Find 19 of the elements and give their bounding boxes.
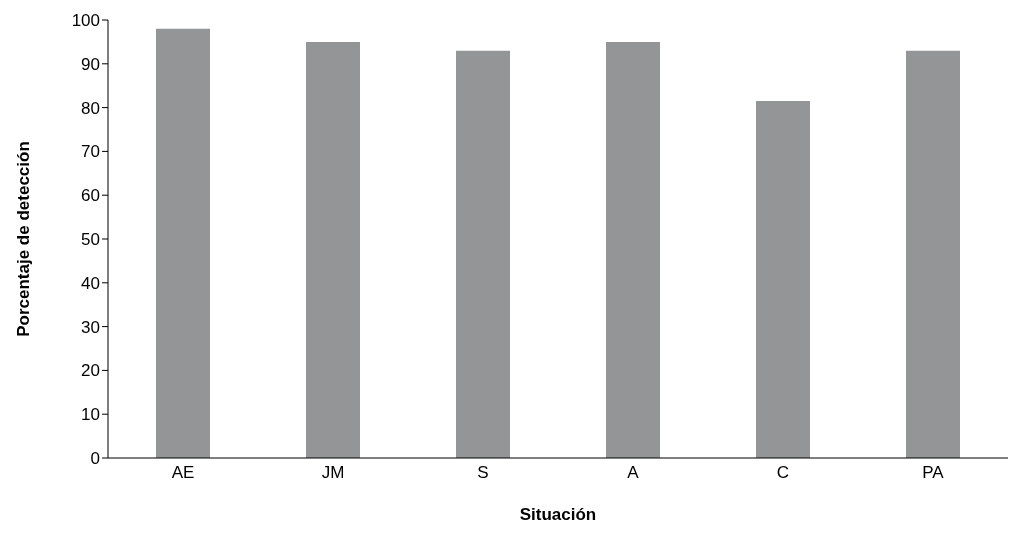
y-tick-label: 0 [90,449,100,469]
y-tick-label: 90 [81,54,100,74]
y-tick-label: 10 [81,405,100,425]
x-tick-label: A [627,463,640,483]
x-tick-label: S [477,463,489,483]
y-tick-label: 70 [81,142,100,162]
y-tick-label: 20 [81,361,100,381]
y-tick-label: 100 [71,11,100,31]
x-axis-title: Situación [519,505,597,524]
y-tick-label: 30 [81,317,100,337]
y-axis-title: Porcentaje de detección [14,141,34,337]
y-tick-label: 40 [81,273,100,293]
y-tick-label: 80 [81,98,100,118]
x-tick-label: PA [922,463,945,483]
x-tick-label: C [776,463,790,483]
y-tick-label: 60 [81,186,100,206]
x-tick-label: JM [321,463,345,483]
y-tick-label: 50 [81,230,100,250]
x-tick-label: AE [171,463,195,483]
